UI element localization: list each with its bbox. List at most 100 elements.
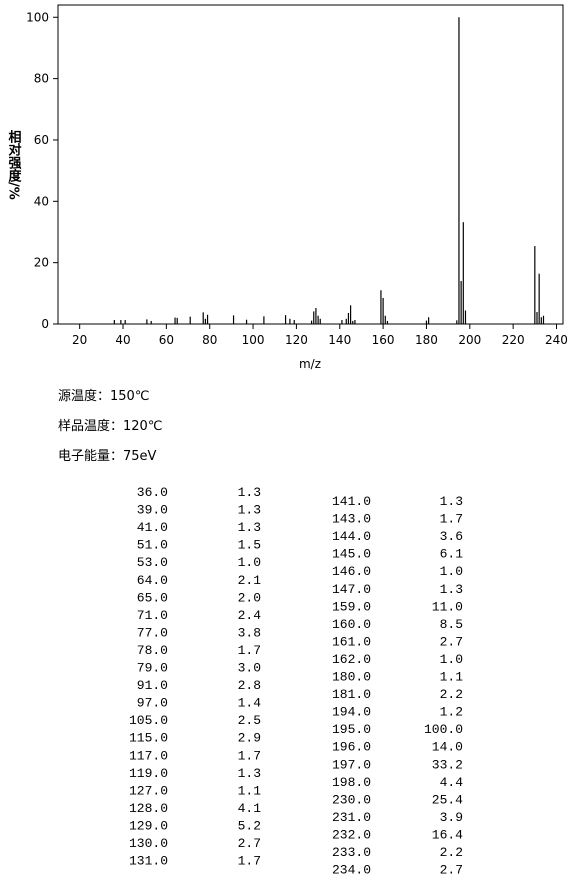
intensity-cell: 1.4 — [238, 696, 262, 711]
x-axis-label: m/z — [299, 357, 321, 371]
mz-cell: 117.0 — [129, 748, 168, 763]
mz-cell: 36.0 — [137, 485, 168, 500]
intensity-cell: 1.7 — [238, 748, 261, 763]
x-tick-label: 60 — [159, 333, 174, 347]
mz-cell: 79.0 — [137, 661, 168, 676]
x-tick-label: 140 — [328, 333, 351, 347]
intensity-cell: 1.7 — [238, 854, 261, 869]
mz-cell: 162.0 — [332, 652, 371, 667]
intensity-cell: 1.1 — [440, 670, 464, 685]
intensity-cell: 1.3 — [440, 582, 463, 597]
mz-cell: 231.0 — [332, 810, 371, 825]
intensity-cell: 6.1 — [440, 547, 464, 562]
mz-cell: 53.0 — [137, 555, 168, 570]
mz-cell: 41.0 — [137, 520, 168, 535]
mz-cell: 234.0 — [332, 863, 371, 878]
intensity-cell: 14.0 — [432, 740, 463, 755]
intensity-cell: 33.2 — [432, 757, 463, 772]
y-tick-label: 60 — [34, 133, 49, 147]
mz-cell: 78.0 — [137, 643, 168, 658]
mz-cell: 127.0 — [129, 783, 168, 798]
mz-cell: 143.0 — [332, 512, 371, 527]
intensity-cell: 2.7 — [440, 863, 463, 878]
intensity-cell: 2.5 — [238, 713, 261, 728]
mz-cell: 97.0 — [137, 696, 168, 711]
intensity-cell: 1.1 — [238, 783, 262, 798]
mz-cell: 145.0 — [332, 547, 371, 562]
condition: 源温度：150℃ — [58, 388, 149, 404]
mz-cell: 196.0 — [332, 740, 371, 755]
mz-cell: 141.0 — [332, 494, 371, 509]
condition: 样品温度：120℃ — [58, 418, 162, 434]
mz-cell: 195.0 — [332, 722, 371, 737]
intensity-cell: 2.7 — [238, 836, 261, 851]
intensity-cell: 11.0 — [432, 599, 463, 614]
intensity-cell: 2.2 — [440, 845, 463, 860]
intensity-cell: 4.4 — [440, 775, 464, 790]
mz-cell: 180.0 — [332, 670, 371, 685]
intensity-cell: 1.0 — [238, 555, 261, 570]
y-tick-label: 100 — [26, 10, 49, 24]
intensity-cell: 1.3 — [238, 503, 261, 518]
mz-cell: 39.0 — [137, 503, 168, 518]
x-tick-label: 100 — [242, 333, 265, 347]
x-tick-label: 120 — [285, 333, 308, 347]
x-tick-label: 200 — [458, 333, 481, 347]
y-tick-label: 0 — [41, 317, 49, 331]
x-tick-label: 160 — [372, 333, 395, 347]
mz-cell: 131.0 — [129, 854, 168, 869]
intensity-cell: 2.0 — [238, 590, 261, 605]
mz-cell: 115.0 — [129, 731, 168, 746]
x-tick-label: 20 — [72, 333, 87, 347]
mz-cell: 181.0 — [332, 687, 371, 702]
mz-cell: 198.0 — [332, 775, 371, 790]
intensity-cell: 3.8 — [238, 625, 261, 640]
intensity-cell: 2.4 — [238, 608, 262, 623]
intensity-cell: 3.6 — [440, 529, 463, 544]
y-axis-label: 相对强度/% — [6, 129, 22, 199]
y-tick-label: 40 — [34, 194, 49, 208]
intensity-cell: 2.2 — [440, 687, 463, 702]
mz-cell: 160.0 — [332, 617, 371, 632]
y-tick-label: 20 — [34, 256, 49, 270]
intensity-cell: 8.5 — [440, 617, 463, 632]
intensity-cell: 2.9 — [238, 731, 261, 746]
mz-cell: 232.0 — [332, 827, 371, 842]
mz-cell: 194.0 — [332, 705, 371, 720]
intensity-cell: 4.1 — [238, 801, 262, 816]
x-tick-label: 220 — [502, 333, 525, 347]
mz-cell: 91.0 — [137, 678, 168, 693]
mz-cell: 105.0 — [129, 713, 168, 728]
plot-frame — [57, 4, 564, 325]
intensity-cell: 1.3 — [440, 494, 463, 509]
intensity-cell: 1.2 — [440, 705, 463, 720]
mz-cell: 64.0 — [137, 573, 168, 588]
intensity-cell: 100.0 — [424, 722, 463, 737]
mz-cell: 77.0 — [137, 625, 168, 640]
intensity-cell: 2.1 — [238, 573, 262, 588]
mz-cell: 129.0 — [129, 818, 168, 833]
intensity-cell: 3.9 — [440, 810, 463, 825]
mz-cell: 197.0 — [332, 757, 371, 772]
intensity-cell: 1.5 — [238, 538, 261, 553]
mz-cell: 51.0 — [137, 538, 168, 553]
x-tick-label: 80 — [202, 333, 217, 347]
x-tick-label: 40 — [115, 333, 130, 347]
intensity-cell: 1.3 — [238, 766, 261, 781]
mz-cell: 147.0 — [332, 582, 371, 597]
mz-cell: 144.0 — [332, 529, 371, 544]
intensity-cell: 2.8 — [238, 678, 261, 693]
intensity-cell: 16.4 — [432, 827, 463, 842]
intensity-cell: 5.2 — [238, 818, 261, 833]
intensity-cell: 1.3 — [238, 520, 261, 535]
mz-cell: 230.0 — [332, 792, 371, 807]
intensity-cell: 1.3 — [238, 485, 261, 500]
y-tick-label: 80 — [34, 72, 49, 86]
mz-cell: 119.0 — [129, 766, 168, 781]
intensity-cell: 1.7 — [238, 643, 261, 658]
intensity-cell: 1.0 — [440, 652, 463, 667]
mz-cell: 130.0 — [129, 836, 168, 851]
x-tick-label: 240 — [545, 333, 568, 347]
intensity-cell: 1.0 — [440, 564, 463, 579]
mz-cell: 161.0 — [332, 634, 371, 649]
